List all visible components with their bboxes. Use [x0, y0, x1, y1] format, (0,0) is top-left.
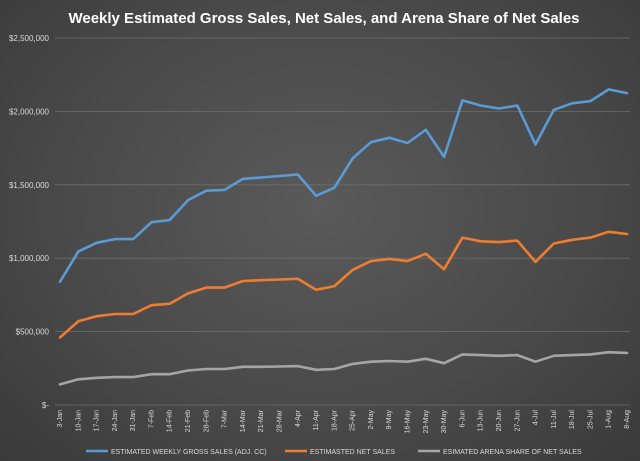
x-tick-label: 21-Feb: [185, 410, 192, 432]
x-tick-label: 24-Jan: [112, 410, 119, 432]
legend-label: ESIMATED ARENA SHARE OF NET SALES: [443, 449, 582, 456]
x-tick-label: 9-May: [386, 410, 393, 430]
x-tick-label: 17-Jan: [94, 410, 101, 432]
x-tick-label: 23-May: [423, 410, 430, 434]
x-tick-label: 14-Feb: [167, 410, 174, 432]
x-tick-label: 25-Jul: [587, 410, 594, 430]
x-tick-label: 31-Jan: [130, 410, 137, 432]
x-tick-label: 13-Jun: [478, 410, 485, 432]
x-tick-label: 4-Jul: [533, 410, 540, 426]
x-tick-label: 18-Jul: [569, 410, 576, 430]
legend-label: ESTIMATED WEEKLY GROSS SALES (ADJ. CC): [111, 449, 267, 456]
series-line-1: [58, 88, 629, 284]
x-tick-label: 8-Aug: [624, 410, 631, 429]
x-tick-label: 7-Mar: [222, 409, 229, 428]
y-tick-label: $1,500,000: [9, 181, 50, 190]
series-lines: [58, 88, 629, 386]
y-tick-label: $-: [42, 401, 49, 410]
x-tick-label: 25-Apr: [350, 409, 357, 431]
x-tick-label: 14-Mar: [240, 409, 247, 432]
x-tick-label: 10-Jan: [75, 410, 82, 432]
x-tick-label: 28-Feb: [203, 410, 210, 432]
chart-title: Weekly Estimated Gross Sales, Net Sales,…: [68, 10, 579, 27]
x-tick-label: 6-Jun: [459, 410, 466, 428]
y-tick-label: $1,000,000: [9, 254, 50, 263]
x-tick-label: 21-Mar: [258, 409, 265, 432]
x-tick-label: 30-May: [441, 410, 448, 434]
x-tick-label: 4-Apr: [295, 409, 302, 427]
y-tick-label: $500,000: [16, 328, 50, 337]
x-tick-label: 27-Jun: [514, 410, 521, 432]
y-tick-label: $2,500,000: [9, 34, 50, 43]
x-tick-label: 7-Feb: [148, 410, 155, 428]
series-line-3: [58, 350, 629, 386]
x-tick-label: 16-May: [405, 410, 412, 434]
x-tick-label: 28-Mar: [276, 409, 283, 432]
x-tick-label: 11-Apr: [313, 409, 320, 430]
series-line-2: [58, 230, 629, 339]
x-tick-label: 18-Apr: [331, 409, 338, 431]
x-tick-label: 1-Aug: [606, 410, 613, 429]
y-tick-label: $2,000,000: [9, 107, 50, 116]
x-tick-label: 3-Jan: [57, 410, 64, 428]
x-tick-label: 11-Jul: [551, 410, 558, 429]
x-axis-tick-labels: 3-Jan 10-Jan 17-Jan 24-Jan 31-Jan 7-Feb 14-Feb…: [57, 409, 631, 433]
x-tick-label: 20-Jun: [496, 410, 503, 432]
legend: ESTIMATED WEEKLY GROSS SALES (ADJ. CC) ES…: [86, 449, 582, 456]
gridlines: [55, 37, 630, 406]
x-tick-label: 2-May: [368, 410, 375, 430]
y-axis-tick-labels: $- $500,000 $1,000,000 $1,500,000 $2,000,000…: [9, 34, 50, 410]
legend-label: ESTIMASTED NET SALES: [310, 449, 395, 456]
